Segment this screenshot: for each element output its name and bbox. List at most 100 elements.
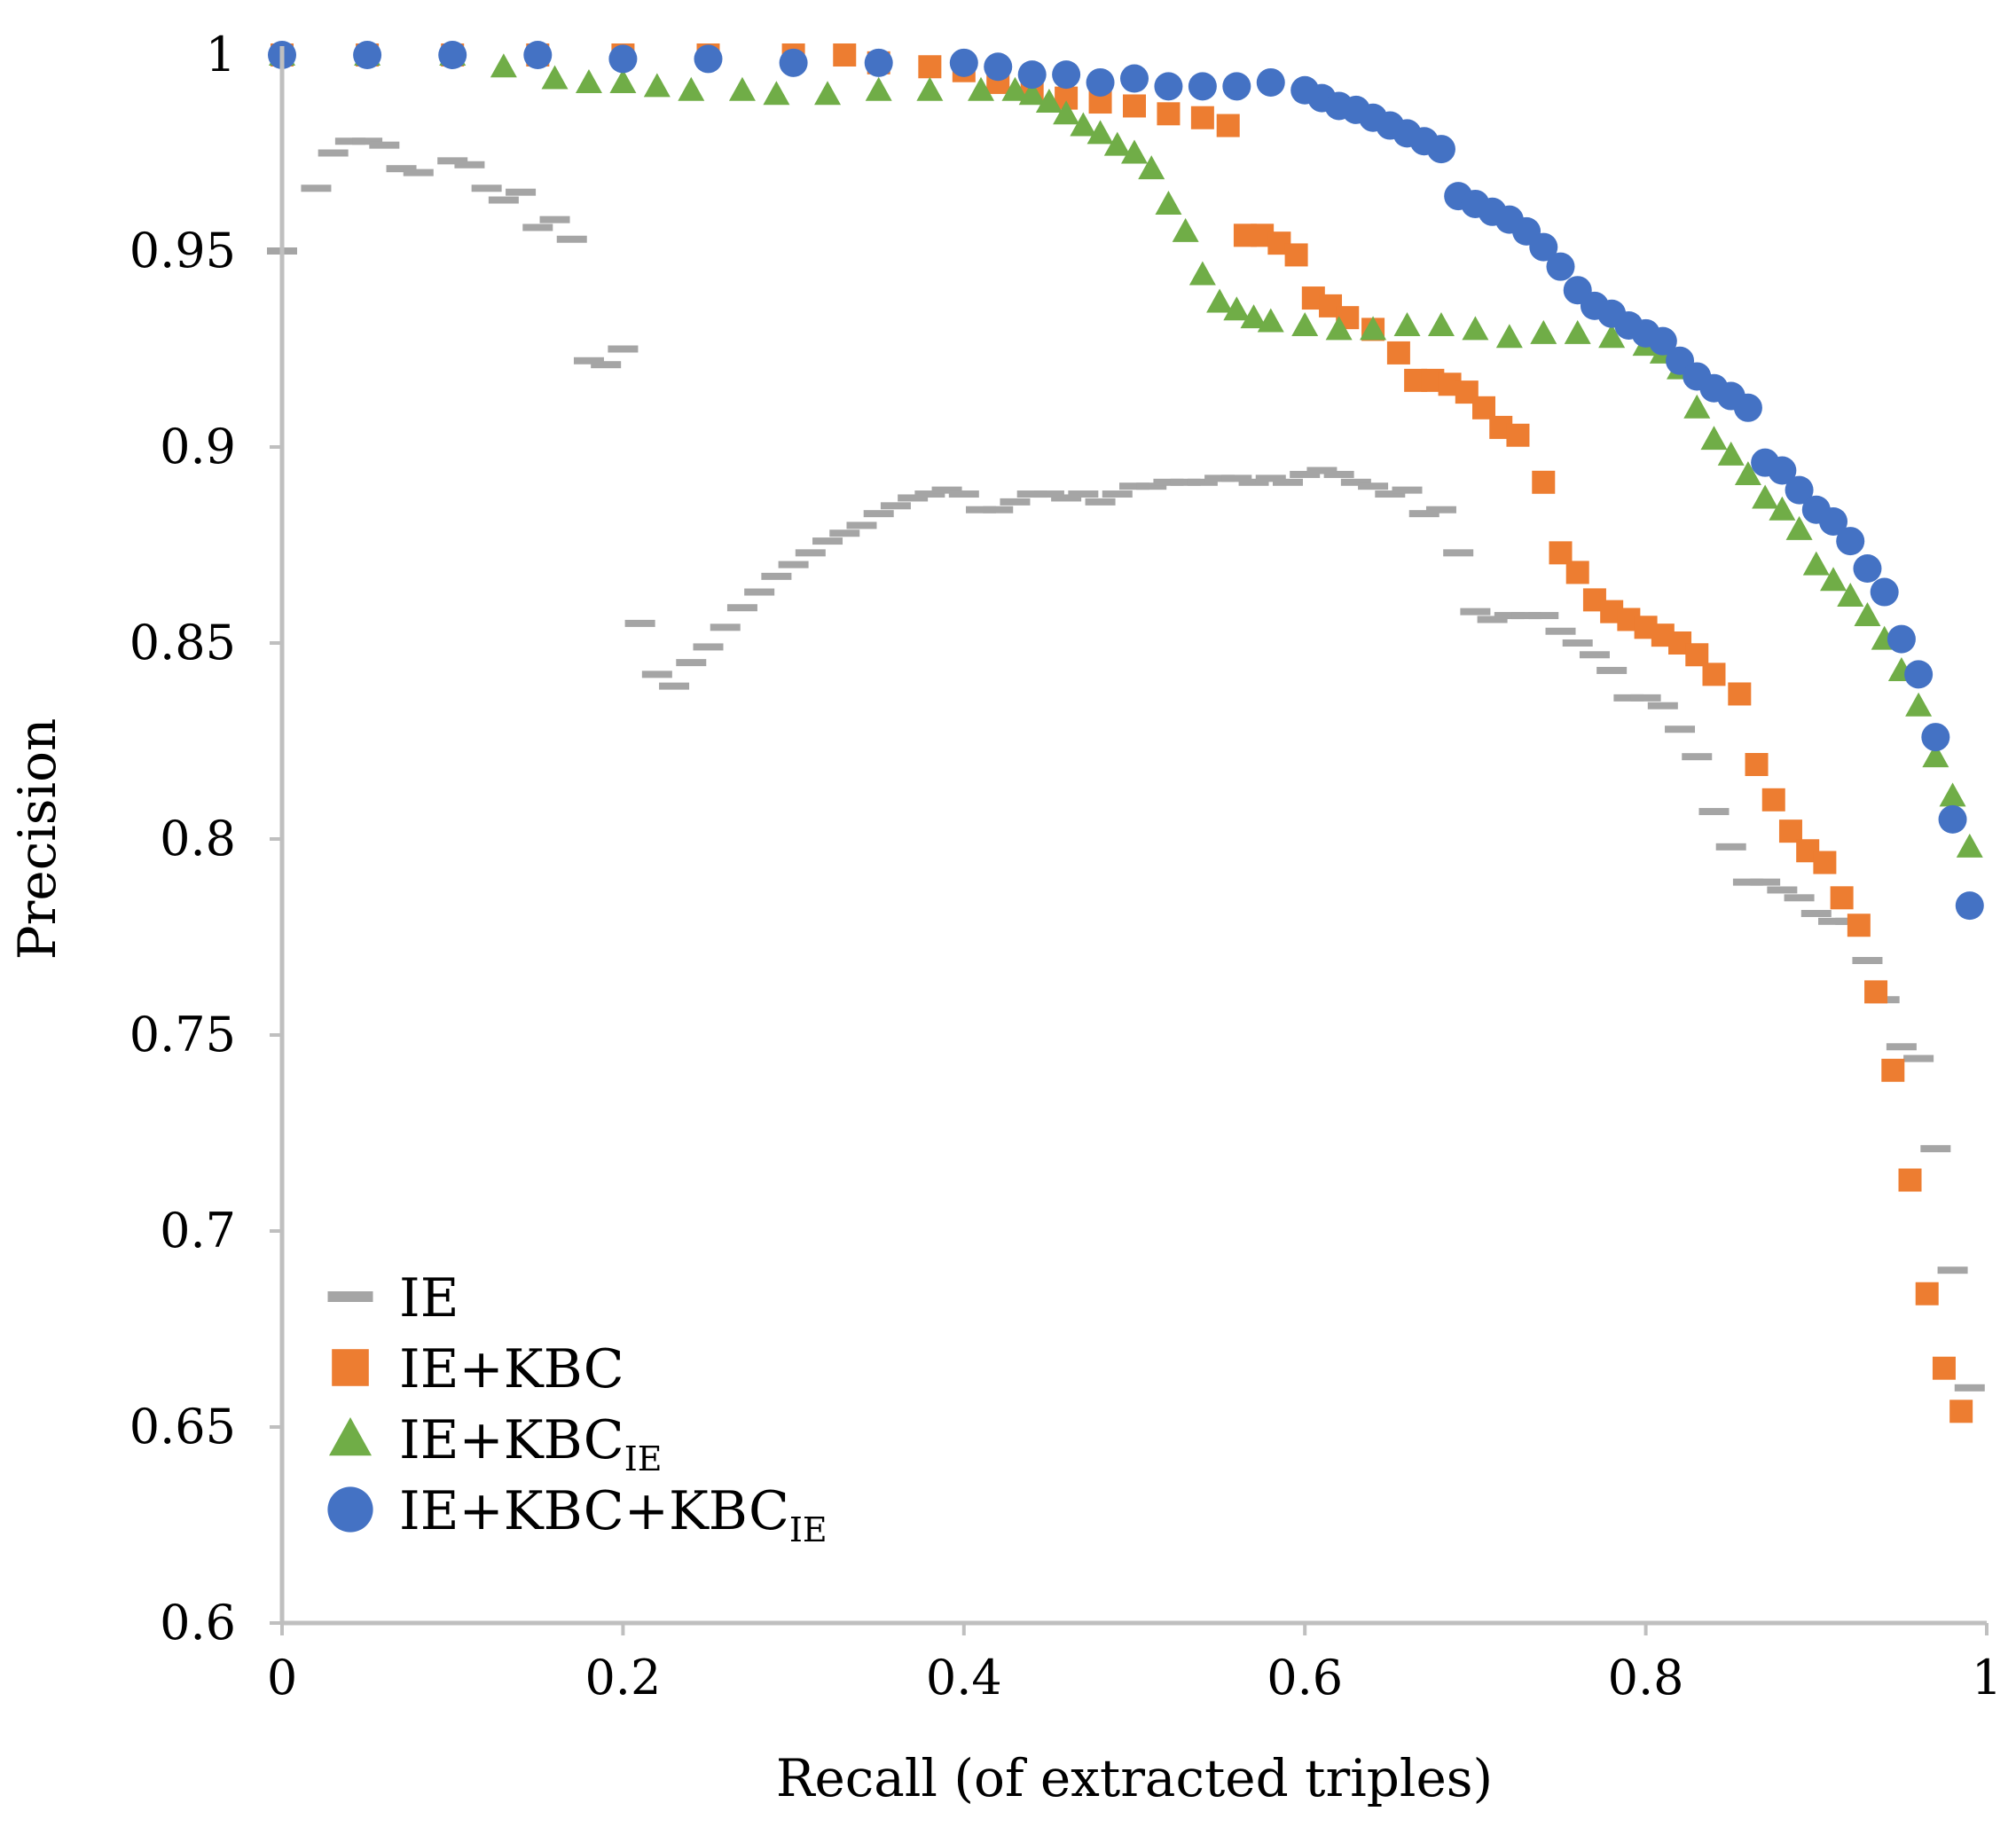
- data-point: [676, 659, 707, 667]
- data-point: [1223, 296, 1251, 321]
- data-point: [1511, 612, 1542, 620]
- data-point: [1732, 878, 1763, 886]
- data-point: [1750, 878, 1781, 886]
- data-point: [1102, 490, 1133, 498]
- data-point: [1887, 624, 1916, 654]
- data-point: [694, 44, 723, 74]
- data-point: [1053, 100, 1080, 125]
- plot-area: [267, 41, 1985, 1423]
- data-point: [1123, 94, 1146, 118]
- data-point: [1506, 423, 1530, 447]
- data-point: [1427, 311, 1455, 336]
- data-point: [1545, 627, 1576, 635]
- data-point: [1472, 396, 1496, 420]
- data-point: [1494, 612, 1525, 620]
- data-point: [506, 188, 537, 196]
- data-point: [1715, 843, 1746, 851]
- y-tick-label: 0.8: [160, 811, 236, 866]
- data-point: [318, 149, 349, 157]
- data-point: [1528, 612, 1559, 620]
- data-point: [1717, 441, 1745, 466]
- data-point: [539, 216, 570, 223]
- data-point: [863, 510, 894, 518]
- data-point: [916, 76, 944, 101]
- legend-marker: [329, 1417, 372, 1456]
- data-point: [609, 68, 637, 93]
- y-tick-label: 0.65: [129, 1399, 236, 1455]
- data-point: [403, 169, 434, 176]
- data-point: [1477, 616, 1508, 623]
- data-point: [1698, 808, 1730, 816]
- x-tick-label: 1: [1972, 1650, 2002, 1705]
- data-point: [1954, 1384, 1985, 1392]
- data-point: [1904, 660, 1934, 689]
- data-point: [744, 588, 775, 596]
- y-tick-label: 0.7: [160, 1203, 236, 1259]
- data-point: [353, 41, 382, 69]
- data-point: [918, 55, 942, 79]
- data-point: [795, 549, 826, 557]
- data-point: [1761, 788, 1785, 812]
- data-point: [522, 223, 553, 231]
- data-point: [541, 65, 569, 90]
- legend-marker: [332, 1349, 369, 1386]
- data-point: [763, 81, 790, 106]
- data-point: [1745, 753, 1769, 777]
- legend-label: IE+KBCIE: [399, 1409, 662, 1478]
- data-point: [1000, 498, 1031, 506]
- data-point: [931, 486, 962, 494]
- data-point: [1784, 894, 1815, 902]
- data-point: [1898, 1168, 1922, 1192]
- data-point: [898, 494, 929, 502]
- data-point: [1733, 393, 1762, 422]
- data-point: [1136, 482, 1167, 490]
- data-point: [1085, 498, 1116, 506]
- data-point: [1016, 490, 1047, 498]
- data-point: [1836, 527, 1865, 556]
- data-point: [1188, 261, 1216, 286]
- data-point: [710, 623, 741, 631]
- data-point: [1937, 1266, 1968, 1274]
- data-point: [1870, 577, 1899, 607]
- data-point: [1613, 694, 1644, 702]
- series-ie-kbc-ie: [269, 42, 1983, 858]
- data-point: [1819, 506, 1848, 536]
- data-point: [1157, 102, 1181, 126]
- data-point: [1767, 886, 1798, 894]
- data-point: [1546, 252, 1575, 281]
- data-point: [1103, 131, 1131, 156]
- data-point: [1255, 474, 1286, 482]
- x-axis-ticks: 0 0.2 0.4 0.6 0.8 1: [267, 1623, 2002, 1705]
- data-point: [812, 537, 843, 545]
- data-point: [1206, 288, 1234, 313]
- data-point: [1187, 478, 1218, 486]
- data-point: [437, 157, 468, 165]
- data-point: [1905, 692, 1933, 717]
- data-point: [829, 529, 860, 537]
- data-point: [1052, 60, 1081, 90]
- x-tick-label: 0: [267, 1650, 297, 1705]
- data-point: [1920, 1145, 1951, 1153]
- data-point: [1119, 482, 1149, 490]
- data-point: [1155, 190, 1182, 215]
- data-point: [814, 81, 842, 106]
- data-point: [1340, 478, 1371, 486]
- data-point: [1769, 496, 1796, 521]
- data-point: [454, 161, 485, 169]
- data-point: [1702, 663, 1726, 686]
- data-point: [693, 643, 724, 651]
- data-point: [1529, 232, 1558, 262]
- data-point: [1068, 490, 1099, 498]
- data-point: [1685, 643, 1709, 667]
- y-tick-label: 0.95: [129, 223, 236, 278]
- data-point: [1728, 682, 1752, 706]
- legend-label: IE: [399, 1267, 459, 1329]
- data-point: [624, 619, 655, 627]
- data-point: [1121, 139, 1148, 164]
- data-point: [1864, 980, 1888, 1004]
- data-point: [1392, 486, 1423, 494]
- data-point: [728, 76, 756, 101]
- legend-label: IE+KBC+KBCIE: [399, 1480, 828, 1549]
- data-point: [846, 521, 877, 529]
